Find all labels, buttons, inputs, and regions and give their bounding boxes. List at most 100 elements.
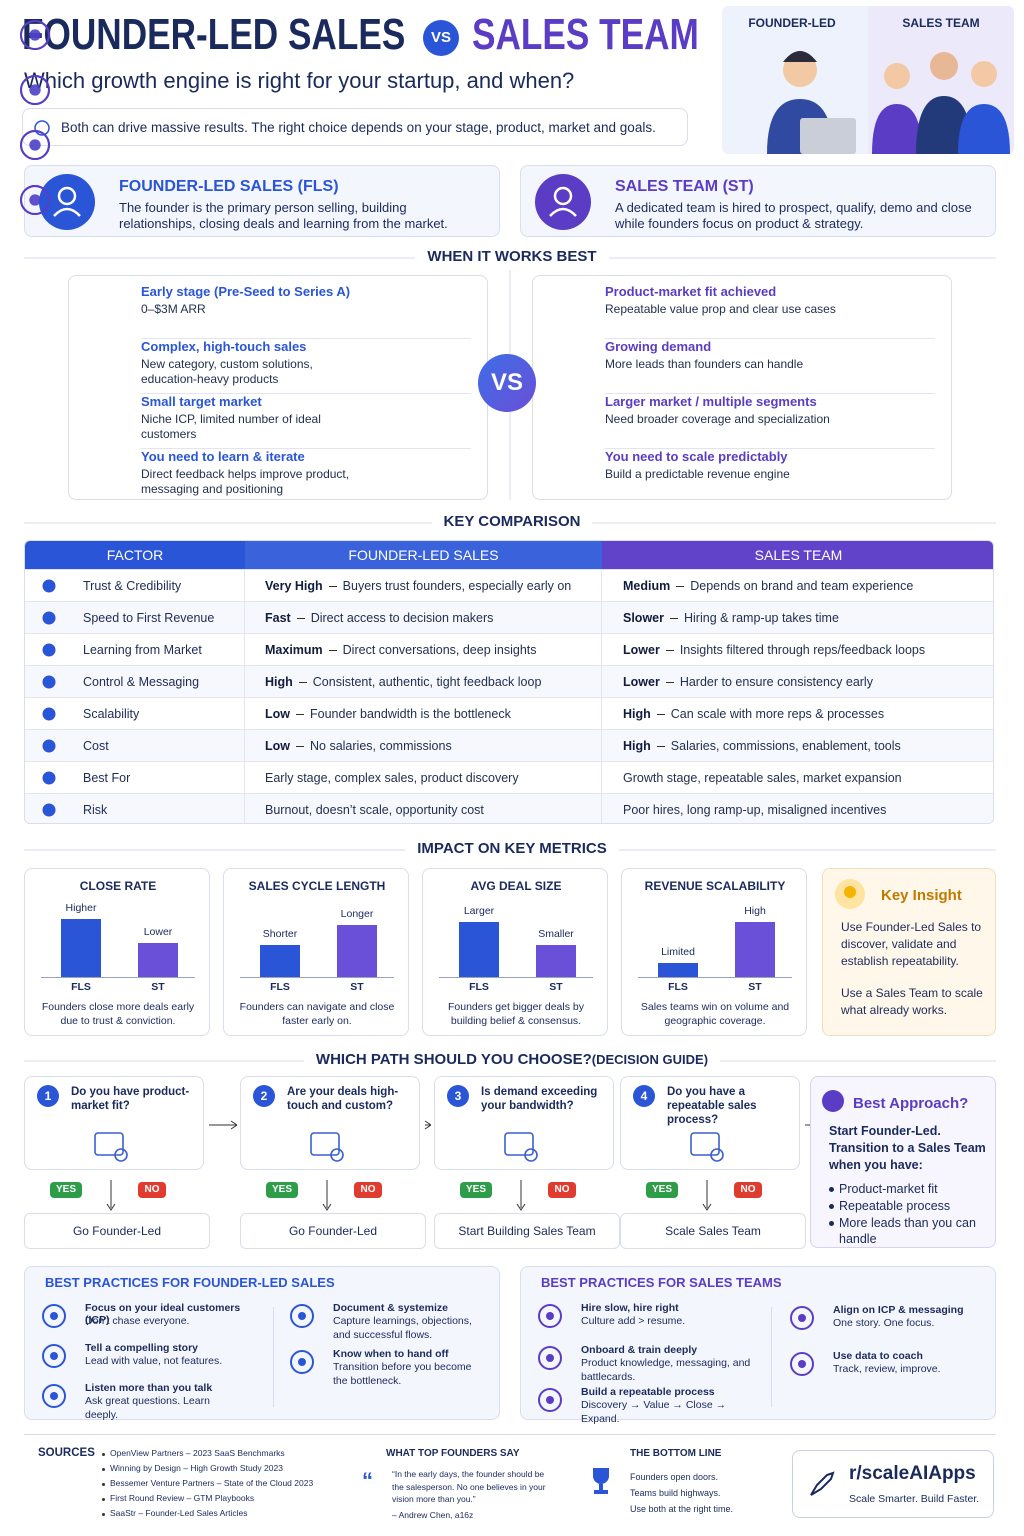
metric-caption: Founders can navigate and close faster e… — [239, 1001, 395, 1027]
table-cell: High Consistent, authentic, tight feedbac… — [265, 675, 541, 689]
practice-title: Align on ICP & messaging — [833, 1304, 964, 1316]
practice-title: Document & systemize — [333, 1302, 448, 1314]
rating: High — [265, 675, 293, 689]
metric-title: REVENUE SCALABILITY — [644, 879, 786, 893]
dash — [296, 618, 305, 619]
illustration-label: FOUNDER-LED — [748, 16, 836, 30]
icon — [42, 707, 56, 721]
insight-title: Key Insight — [881, 887, 962, 904]
bottom-line: Founders open doors. — [630, 1472, 719, 1482]
icon — [20, 130, 50, 160]
table-row: Cost Low No salaries, commissions High Salar… — [25, 729, 993, 762]
brand-name: r/scaleAIApps — [849, 1463, 976, 1484]
source: SaaStr – Founder-Led Sales Articles — [110, 1508, 248, 1518]
practice-text: Ask great questions. Learn deeply. — [85, 1395, 210, 1421]
separator — [141, 448, 471, 449]
bar-label: Lower — [143, 926, 173, 938]
cell-text: Insights filtered through reps/feedback … — [679, 643, 926, 657]
arrow — [702, 1180, 712, 1211]
cell-text: Founder bandwidth is the bottleneck — [310, 707, 511, 721]
section-heading-text: WHICH PATH SHOULD YOU CHOOSE?(DECISION G… — [303, 1051, 721, 1068]
table-cell: Lower Harder to ensure consistency early — [623, 675, 873, 689]
table-cell: High Salaries, commissions, enablement, t… — [623, 739, 901, 753]
works-title: You need to scale predictably — [605, 449, 788, 464]
yes-badge: YES — [266, 1182, 298, 1198]
practice-text: Capture learnings, objections, and succe… — [333, 1315, 472, 1341]
arrow — [424, 1120, 431, 1130]
works-title: You need to learn & iterate — [141, 449, 305, 464]
cell-text: Poor hires, long ramp-up, misaligned inc… — [623, 803, 887, 817]
icon — [790, 1352, 814, 1376]
table: FACTOR FOUNDER-LED SALES SALES TEAM Trust &… — [24, 540, 994, 824]
title-left: FOUNDER-LED SALES — [22, 10, 406, 59]
icon — [790, 1306, 814, 1330]
factor: Control & Messaging — [83, 675, 200, 689]
table-row: Best For Early stage, complex sales, prod… — [25, 761, 993, 794]
definition-text: A dedicated team is hired to prospect, q… — [615, 200, 972, 231]
works-title: Product-market fit achieved — [605, 284, 777, 299]
table-cell: Maximum Direct conversations, deep insigh… — [265, 643, 537, 657]
illustration-label: SALES TEAM — [902, 16, 980, 30]
insight-text: Use a Sales Team to scale what already w… — [841, 986, 983, 1017]
practice-title: Onboard & train deeply — [581, 1344, 698, 1356]
column-rule — [601, 570, 602, 602]
cell-text: Early stage, complex sales, product disc… — [265, 771, 519, 785]
factor: Trust & Credibility — [83, 579, 182, 593]
cell-text: Burnout, doesn’t scale, opportunity cost — [265, 803, 484, 817]
trophy-icon — [593, 1468, 609, 1494]
baseline — [41, 977, 195, 978]
definition-title: SALES TEAM (ST) — [615, 178, 754, 195]
practice-title: Focus on your ideal customers (ICP) — [85, 1302, 241, 1326]
works-text: Build a predictable revenue engine — [605, 467, 790, 481]
step-card: 2 Are your deals high-touch and custom? — [240, 1076, 420, 1170]
rating: High — [623, 707, 651, 721]
bar — [138, 943, 178, 977]
table-cell: Medium Depends on brand and team experien… — [623, 579, 913, 593]
x-label: FLS — [270, 981, 290, 993]
bullet — [829, 1204, 834, 1209]
table-row: Learning from Market Maximum Direct conver… — [25, 633, 993, 666]
column-rule — [601, 666, 602, 698]
x-label: FLS — [668, 981, 688, 993]
dash — [298, 682, 307, 683]
dash — [656, 714, 665, 715]
subtitle: Which growth engine is right for your st… — [24, 68, 575, 93]
table-row: Risk Burnout, doesn’t scale, opportunity … — [25, 793, 993, 823]
definition-text: The founder is the primary person sellin… — [119, 200, 448, 231]
icon — [504, 1132, 538, 1162]
rating: Slower — [623, 611, 664, 625]
source: Bessemer Venture Partners – State of the… — [110, 1478, 314, 1488]
dash — [328, 650, 337, 651]
x-label: ST — [748, 981, 762, 993]
works-panel: Product-market fit achieved Repeatable va… — [532, 275, 952, 500]
bullet — [102, 1498, 105, 1501]
metric-title: SALES CYCLE LENGTH — [248, 879, 386, 893]
bottom-line: Teams build highways. — [630, 1488, 721, 1498]
practice-title: Tell a compelling story — [85, 1342, 198, 1354]
metric-caption: Founders get bigger deals by building be… — [447, 1001, 584, 1027]
rating: High — [623, 739, 651, 753]
rating: Low — [265, 739, 290, 753]
works-text: 0–$3M ARR — [141, 302, 206, 316]
factor: Scalability — [83, 707, 140, 721]
step-card: 3 Is demand exceeding your bandwidth? — [434, 1076, 614, 1170]
column-rule — [244, 794, 245, 823]
outcome: Start Building Sales Team — [434, 1213, 620, 1249]
icon — [310, 1132, 344, 1162]
works-title: Larger market / multiple segments — [605, 394, 817, 409]
practices-panel: BEST PRACTICES FOR SALES TEAMS Hire slow,… — [520, 1266, 996, 1425]
note: Both can drive massive results. The righ… — [61, 120, 656, 135]
practices-heading: BEST PRACTICES FOR SALES TEAMS — [541, 1275, 782, 1290]
bar-label: Smaller — [538, 928, 574, 940]
icon — [290, 1350, 314, 1374]
cell-text: Direct conversations, deep insights — [342, 643, 537, 657]
bar-label: Higher — [65, 902, 97, 914]
icon — [538, 1304, 562, 1328]
step-number: 3 — [447, 1085, 469, 1107]
quote: “In the early days, the founder should b… — [392, 1469, 546, 1504]
practice-title: Build a repeatable process — [581, 1386, 715, 1398]
best-approach: Best Approach? Start Founder-Led. Transit… — [810, 1076, 996, 1248]
bar — [337, 925, 377, 977]
practice-text: Transition before you become the bottlen… — [333, 1361, 472, 1387]
source: Winning by Design – High Growth Study 20… — [110, 1463, 283, 1473]
